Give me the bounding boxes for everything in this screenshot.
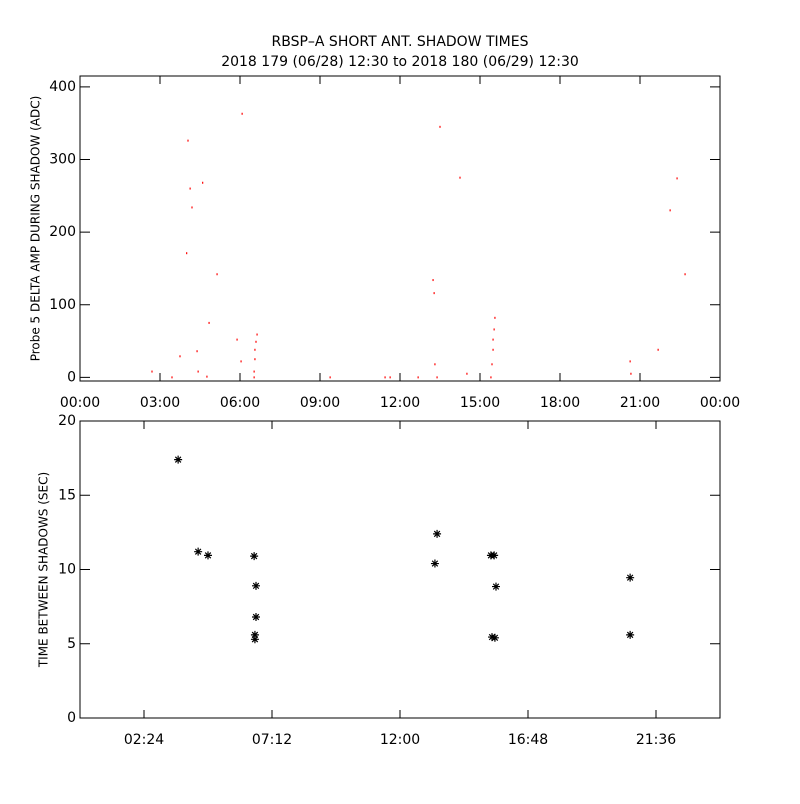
point	[240, 360, 242, 363]
point	[626, 630, 635, 639]
x-tick-label: 16:48	[508, 732, 548, 748]
point	[492, 348, 494, 351]
y-tick-label: 400	[49, 79, 76, 95]
point	[439, 125, 441, 128]
point	[250, 635, 259, 644]
point	[241, 112, 243, 115]
point	[490, 633, 499, 642]
point	[492, 582, 500, 591]
point	[253, 376, 255, 379]
point	[194, 547, 203, 556]
point	[430, 559, 439, 568]
point	[254, 348, 256, 351]
point	[204, 551, 212, 560]
point	[151, 370, 153, 373]
y-tick-label: 100	[49, 297, 76, 313]
y-tick-label: 20	[58, 413, 76, 429]
point	[174, 455, 183, 464]
y-tick-label: 10	[58, 562, 76, 578]
point	[171, 376, 173, 379]
point	[630, 372, 632, 375]
point	[490, 376, 492, 379]
point	[252, 581, 260, 590]
chart-title: RBSP–A SHORT ANT. SHADOW TIMES	[271, 34, 528, 50]
y-axis-label: TIME BETWEEN SHADOWS (SEC)	[37, 472, 51, 668]
point	[626, 573, 635, 582]
point	[206, 375, 208, 378]
point	[684, 273, 686, 276]
point	[329, 376, 331, 379]
x-tick-label: 07:12	[252, 732, 292, 748]
x-tick-label: 21:36	[636, 732, 676, 748]
point	[493, 328, 495, 331]
point	[433, 529, 442, 538]
point	[490, 551, 499, 560]
x-tick-label: 06:00	[220, 395, 260, 411]
y-axis-label: Probe 5 DELTA AMP DURING SHADOW (ADC)	[29, 96, 43, 362]
point	[629, 360, 631, 363]
point	[657, 348, 659, 351]
point	[189, 187, 191, 190]
point	[186, 252, 188, 255]
x-tick-label: 18:00	[540, 395, 580, 411]
point	[216, 273, 218, 276]
point	[187, 139, 189, 142]
point	[191, 206, 193, 209]
point	[256, 333, 258, 336]
point	[417, 376, 419, 379]
x-tick-label: 03:00	[140, 395, 180, 411]
y-tick-label: 200	[49, 224, 76, 240]
point	[676, 177, 678, 180]
y-tick-label: 300	[49, 152, 76, 168]
x-tick-label: 21:00	[620, 395, 660, 411]
x-tick-label: 12:00	[380, 732, 420, 748]
y-tick-label: 15	[58, 487, 76, 503]
x-tick-label: 00:00	[60, 395, 100, 411]
point	[494, 316, 496, 319]
point	[253, 370, 255, 373]
point	[432, 279, 434, 282]
y-tick-label: 5	[67, 636, 76, 652]
point	[202, 181, 204, 184]
chart-subtitle: 2018 179 (06/28) 12:30 to 2018 180 (06/2…	[221, 54, 579, 70]
point	[434, 363, 436, 366]
point	[252, 613, 260, 622]
point	[669, 209, 671, 212]
point	[179, 355, 181, 358]
y-tick-label: 0	[67, 369, 76, 385]
x-tick-label: 15:00	[460, 395, 500, 411]
point	[250, 630, 259, 639]
point	[236, 338, 238, 341]
point	[492, 338, 494, 341]
point	[389, 376, 391, 379]
point	[488, 633, 496, 642]
point	[384, 376, 386, 379]
point	[255, 340, 257, 343]
y-tick-label: 0	[67, 710, 76, 726]
point	[433, 292, 435, 295]
x-tick-label: 12:00	[380, 395, 420, 411]
point	[208, 321, 210, 324]
point	[436, 376, 438, 379]
x-tick-label: 09:00	[300, 395, 340, 411]
point	[197, 370, 199, 373]
point	[491, 363, 493, 366]
point	[254, 358, 256, 361]
x-tick-label: 02:24	[124, 732, 164, 748]
point	[250, 552, 259, 561]
x-tick-label: 00:00	[700, 395, 740, 411]
point	[196, 350, 198, 353]
point	[466, 372, 468, 375]
point	[459, 176, 461, 179]
